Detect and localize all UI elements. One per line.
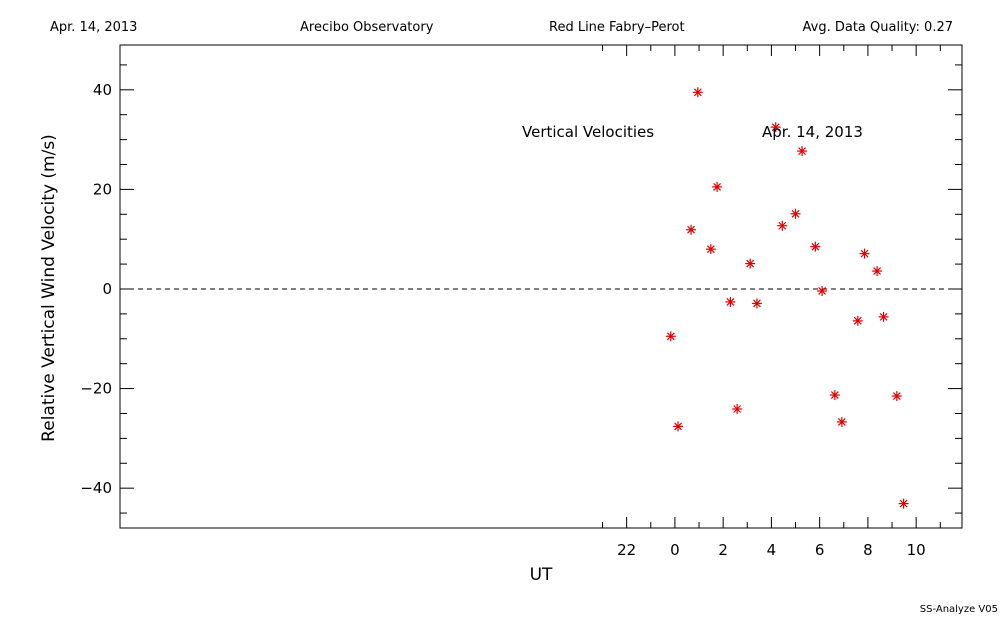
header-instrument: Red Line Fabry–Perot	[549, 20, 685, 35]
x-tick-label: 2	[718, 541, 728, 559]
data-point-stroke	[778, 221, 787, 230]
data-points	[665, 87, 909, 509]
plot-frame	[119, 44, 963, 529]
data-point	[712, 181, 723, 192]
data-point-stroke	[899, 499, 908, 508]
data-point-stroke	[666, 332, 675, 341]
data-point	[836, 416, 847, 427]
data-point	[817, 285, 828, 296]
data-point	[692, 87, 703, 98]
data-point-stroke	[892, 392, 901, 400]
data-point	[725, 296, 736, 307]
data-point	[797, 146, 808, 157]
x-axis-label: UT	[530, 565, 553, 585]
header-quality: Avg. Data Quality: 0.27	[803, 20, 953, 35]
data-point-stroke	[873, 267, 882, 275]
axis-ticks	[120, 45, 962, 528]
data-point	[810, 241, 821, 252]
annotation-label: Vertical Velocities	[522, 123, 654, 141]
data-point-stroke	[693, 88, 702, 97]
y-tick-label: −20	[80, 380, 112, 398]
data-point	[665, 331, 676, 342]
y-tick-label: 0	[102, 280, 112, 298]
data-point	[732, 403, 743, 414]
data-point	[878, 311, 889, 322]
data-point	[777, 220, 788, 231]
data-point-stroke	[811, 242, 820, 251]
data-point	[852, 315, 863, 326]
data-point-stroke	[853, 316, 862, 325]
data-point	[705, 244, 716, 255]
data-point-stroke	[733, 405, 742, 413]
y-tick-label: 20	[93, 180, 112, 198]
y-axis-label: Relative Vertical Wind Velocity (m/s)	[39, 134, 59, 442]
data-point-stroke	[674, 422, 682, 431]
data-point-stroke	[860, 249, 869, 258]
header-site: Arecibo Observatory	[300, 20, 434, 35]
data-point	[872, 266, 883, 277]
annotation-date: Apr. 14, 2013	[762, 123, 863, 141]
x-tick-label: 6	[815, 541, 825, 559]
y-tick-label: −40	[80, 479, 112, 497]
data-point	[898, 498, 909, 509]
axis-tick-labels: 22 0 2 4 6 8 10 −40 −20 0 20 40	[80, 81, 925, 559]
data-point	[790, 208, 801, 219]
data-point	[673, 421, 684, 432]
x-tick-label: 22	[617, 541, 636, 559]
data-point	[770, 122, 781, 133]
data-point-stroke	[706, 245, 715, 254]
data-point-stroke	[798, 147, 806, 155]
data-point-stroke	[687, 225, 695, 234]
data-point-stroke	[746, 259, 755, 268]
data-point-stroke	[830, 391, 839, 399]
data-point-stroke	[879, 312, 888, 321]
data-point-stroke	[837, 418, 846, 426]
data-point-stroke	[726, 298, 735, 306]
data-point-stroke	[713, 182, 722, 191]
data-point	[686, 224, 697, 235]
data-point	[829, 390, 840, 401]
y-tick-label: 40	[93, 81, 112, 99]
data-point	[891, 391, 902, 402]
data-point	[859, 248, 870, 259]
data-point	[751, 298, 762, 309]
data-point-stroke	[753, 299, 761, 308]
data-point-stroke	[818, 287, 826, 295]
footer-version: SS-Analyze V05	[920, 604, 998, 615]
x-tick-label: 4	[767, 541, 777, 559]
data-point-stroke	[771, 123, 780, 132]
x-tick-label: 0	[670, 541, 680, 559]
header-date: Apr. 14, 2013	[50, 20, 137, 35]
x-tick-label: 10	[907, 541, 926, 559]
x-tick-label: 8	[863, 541, 873, 559]
data-point-stroke	[791, 209, 800, 218]
data-point	[745, 258, 756, 269]
